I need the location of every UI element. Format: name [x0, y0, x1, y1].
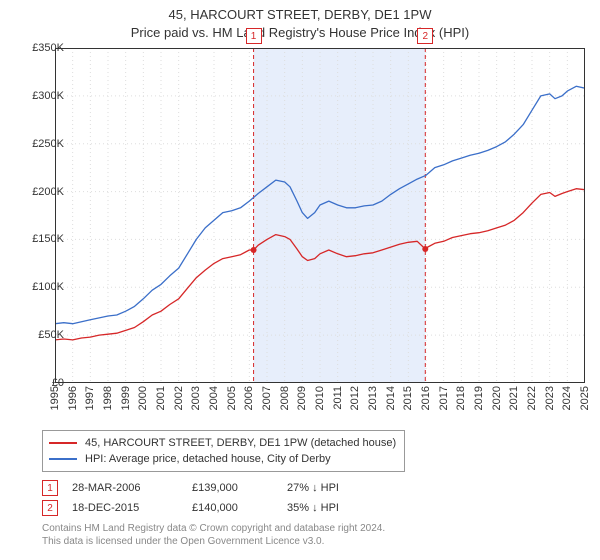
x-tick-label: 2024: [561, 386, 573, 410]
x-tick-label: 2001: [155, 386, 167, 410]
legend-label: HPI: Average price, detached house, City…: [85, 453, 331, 465]
x-tick-label: 2008: [279, 386, 291, 410]
sale-price: £140,000: [192, 502, 287, 514]
legend-swatch: [49, 458, 77, 460]
y-tick-label: £50K: [9, 329, 64, 341]
x-tick-label: 2006: [243, 386, 255, 410]
x-tick-label: 2022: [526, 386, 538, 410]
sale-diff: 27% ↓ HPI: [287, 482, 397, 494]
sale-date: 28-MAR-2006: [72, 482, 192, 494]
sale-marker: 2: [42, 500, 58, 516]
title-address: 45, HARCOURT STREET, DERBY, DE1 1PW: [0, 6, 600, 24]
x-tick-label: 2014: [385, 386, 397, 410]
figure-container: 45, HARCOURT STREET, DERBY, DE1 1PW Pric…: [0, 0, 600, 560]
footer-line1: Contains HM Land Registry data © Crown c…: [42, 522, 385, 535]
legend-swatch: [49, 442, 77, 444]
x-tick-label: 2011: [332, 386, 344, 410]
sale-marker-on-chart: 1: [246, 28, 262, 44]
x-tick-label: 2016: [420, 386, 432, 410]
y-tick-label: £300K: [9, 90, 64, 102]
sale-rows: 1 28-MAR-2006£139,00027% ↓ HPI 2 18-DEC-201…: [42, 478, 397, 518]
x-tick-label: 2020: [491, 386, 503, 410]
y-tick-label: £150K: [9, 233, 64, 245]
sale-row: 2 18-DEC-2015£140,00035% ↓ HPI: [42, 498, 397, 518]
y-tick-label: £350K: [9, 42, 64, 54]
y-tick-label: £250K: [9, 138, 64, 150]
legend: 45, HARCOURT STREET, DERBY, DE1 1PW (det…: [42, 430, 405, 472]
x-tick-label: 2002: [173, 386, 185, 410]
sale-diff: 35% ↓ HPI: [287, 502, 397, 514]
x-tick-label: 2004: [208, 386, 220, 410]
x-tick-label: 2003: [190, 386, 202, 410]
x-tick-label: 2019: [473, 386, 485, 410]
sale-price: £139,000: [192, 482, 287, 494]
sale-marker-on-chart: 2: [417, 28, 433, 44]
x-tick-label: 2010: [314, 386, 326, 410]
x-tick-label: 2005: [226, 386, 238, 410]
x-tick-label: 2023: [544, 386, 556, 410]
x-tick-label: 2025: [579, 386, 591, 410]
title-subtitle: Price paid vs. HM Land Registry's House …: [0, 24, 600, 42]
legend-item: HPI: Average price, detached house, City…: [49, 451, 396, 467]
x-tick-label: 2000: [137, 386, 149, 410]
footer: Contains HM Land Registry data © Crown c…: [42, 522, 385, 548]
chart-svg: [55, 48, 585, 383]
x-tick-label: 2015: [402, 386, 414, 410]
x-tick-label: 1995: [49, 386, 61, 410]
x-tick-label: 2007: [261, 386, 273, 410]
x-tick-label: 1997: [84, 386, 96, 410]
x-tick-label: 1998: [102, 386, 114, 410]
chart-area: [55, 48, 585, 383]
sale-marker: 1: [42, 480, 58, 496]
x-tick-label: 2018: [455, 386, 467, 410]
x-tick-label: 2012: [349, 386, 361, 410]
sale-row: 1 28-MAR-2006£139,00027% ↓ HPI: [42, 478, 397, 498]
sale-date: 18-DEC-2015: [72, 502, 192, 514]
y-tick-label: £100K: [9, 281, 64, 293]
x-tick-label: 1999: [120, 386, 132, 410]
legend-item: 45, HARCOURT STREET, DERBY, DE1 1PW (det…: [49, 435, 396, 451]
x-tick-label: 2017: [438, 386, 450, 410]
title-block: 45, HARCOURT STREET, DERBY, DE1 1PW Pric…: [0, 0, 600, 41]
y-tick-label: £200K: [9, 186, 64, 198]
x-tick-label: 2021: [508, 386, 520, 410]
x-tick-label: 2013: [367, 386, 379, 410]
footer-line2: This data is licensed under the Open Gov…: [42, 535, 385, 548]
x-tick-label: 2009: [296, 386, 308, 410]
legend-label: 45, HARCOURT STREET, DERBY, DE1 1PW (det…: [85, 437, 396, 449]
x-tick-label: 1996: [67, 386, 79, 410]
